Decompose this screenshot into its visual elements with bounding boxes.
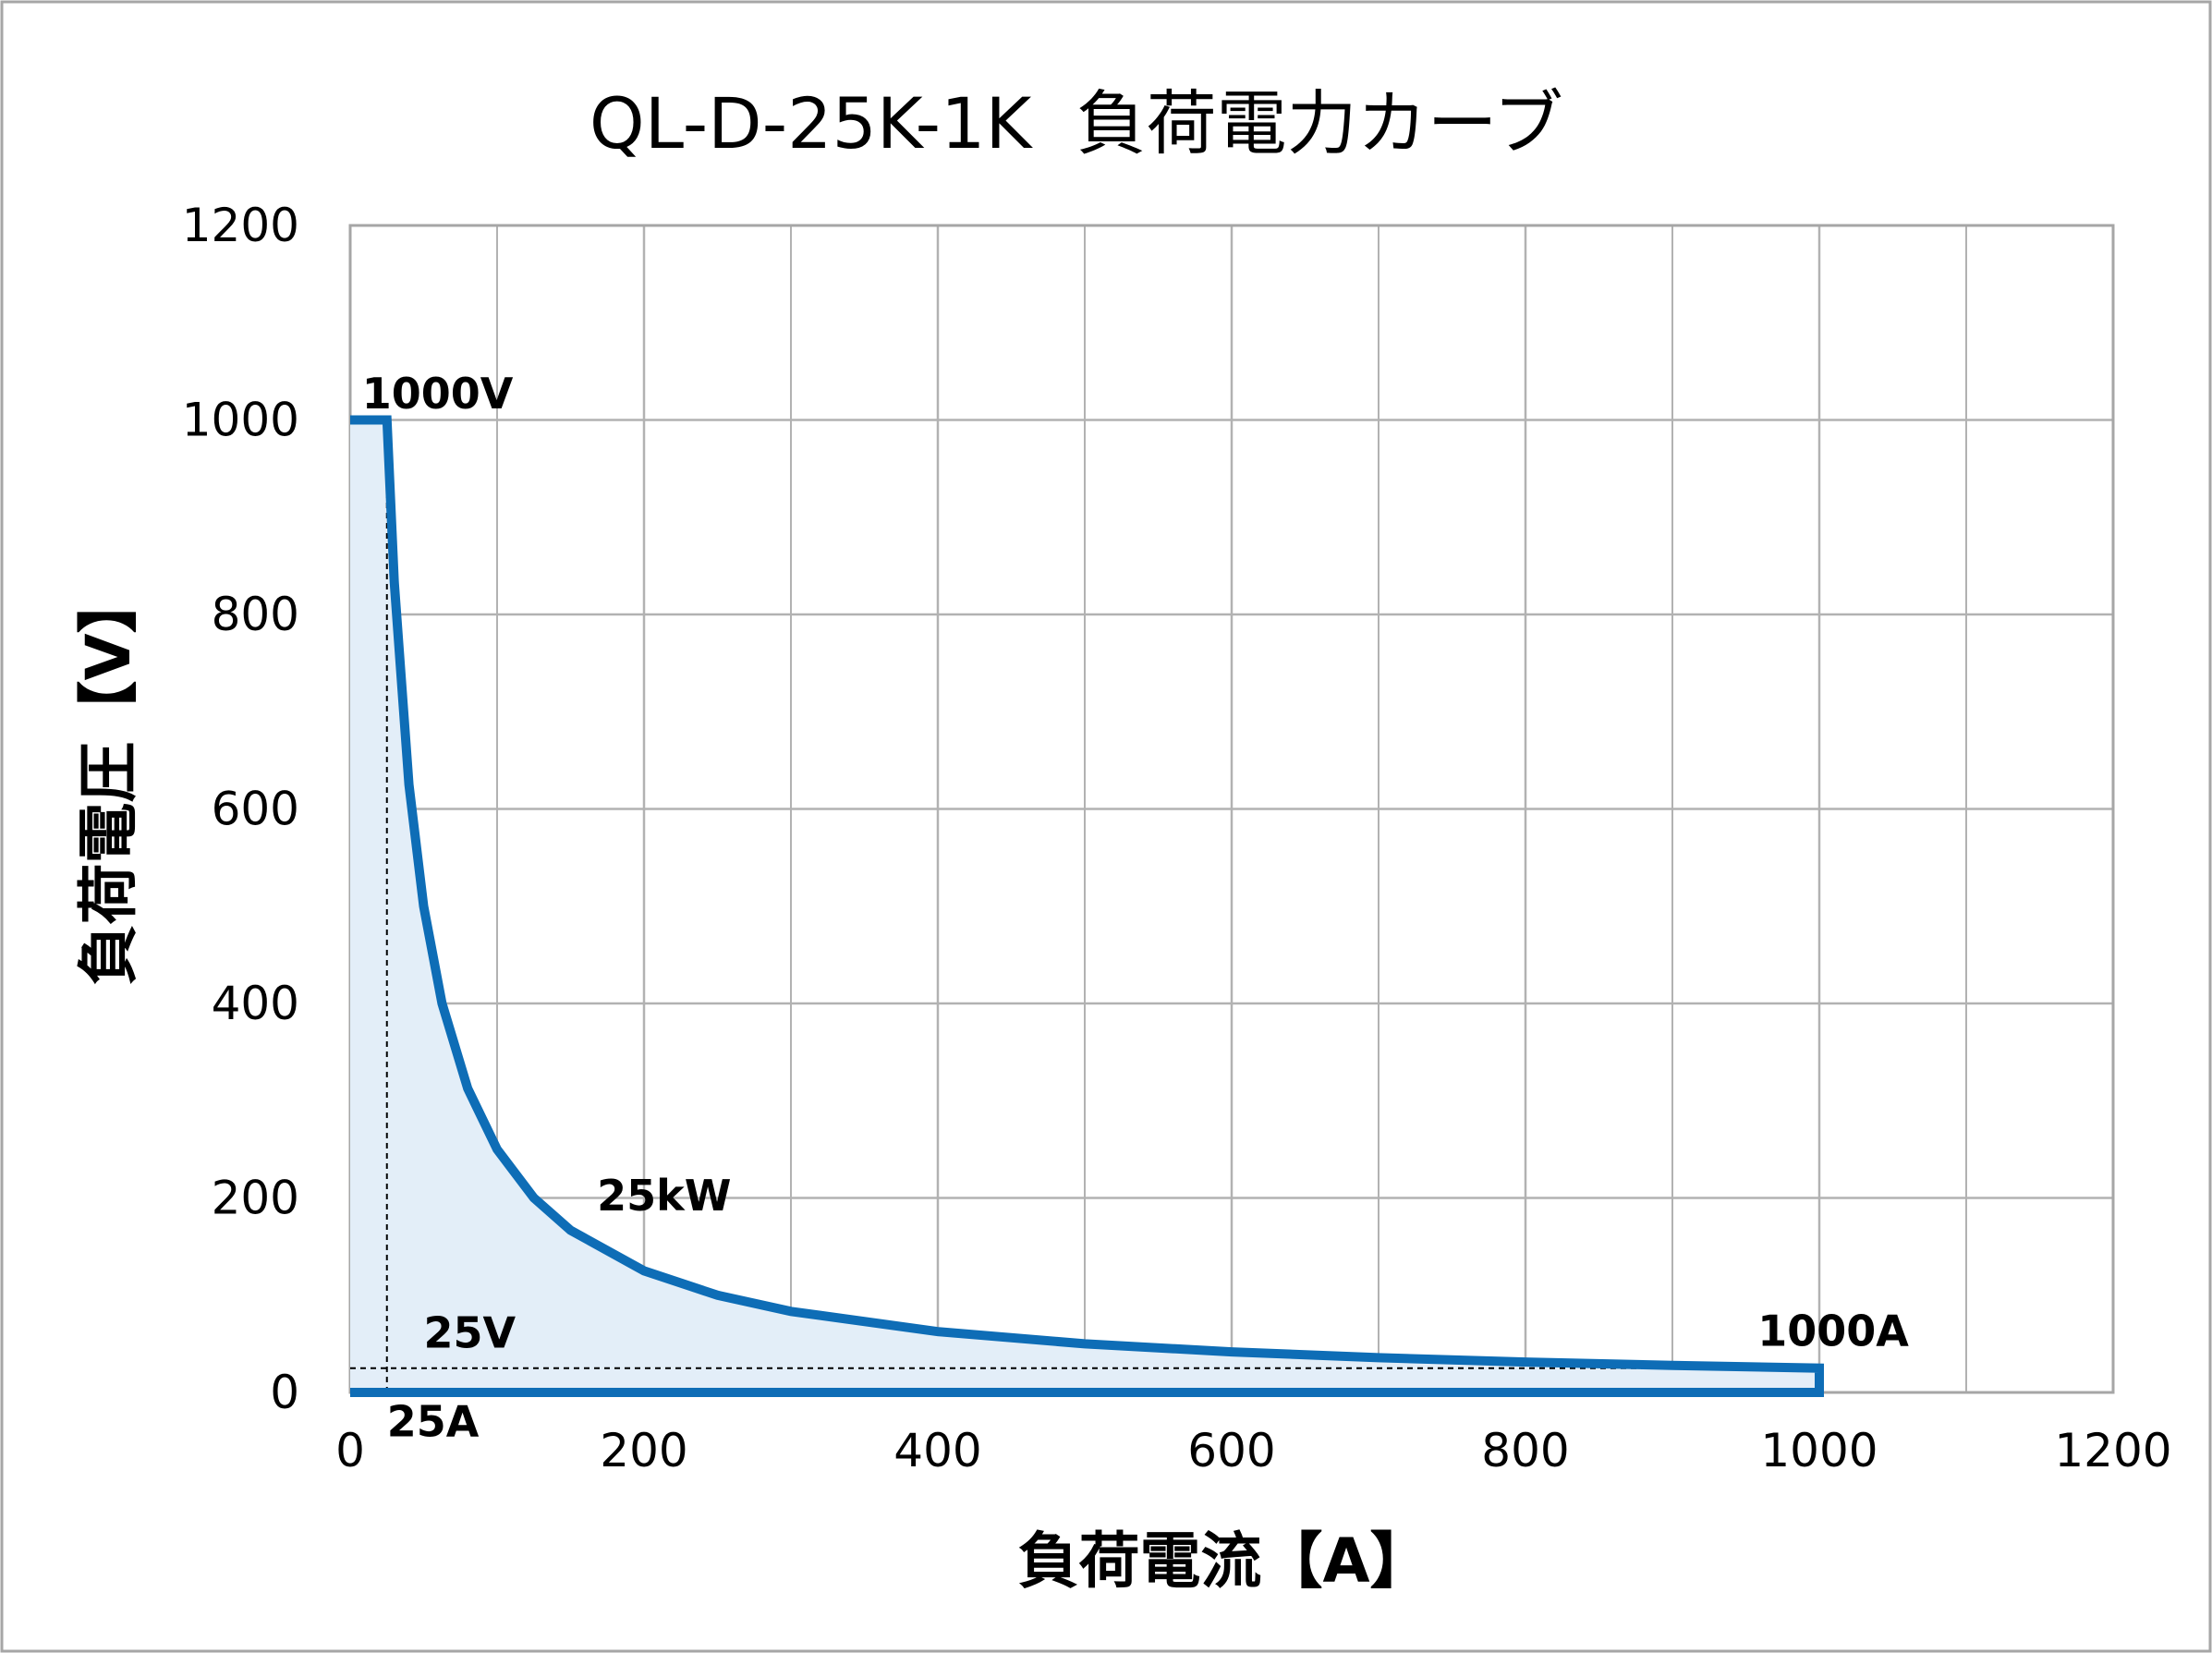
x-tick-label: 1000 — [1760, 1424, 1878, 1477]
x-tick-label: 600 — [1187, 1424, 1275, 1477]
y-tick-label: 0 — [270, 1366, 299, 1419]
annotation-label: 25A — [387, 1396, 480, 1446]
x-tick-label: 800 — [1481, 1424, 1569, 1477]
y-tick-label: 200 — [212, 1172, 299, 1225]
y-tick-label: 1000 — [182, 394, 299, 447]
y-tick-label: 800 — [212, 588, 299, 641]
x-axis-label: 負荷電流【A】 — [1017, 1525, 1430, 1597]
x-tick-label: 1200 — [2054, 1424, 2171, 1477]
line-layer — [350, 415, 1824, 1397]
y-tick-label: 600 — [212, 783, 299, 836]
annotation-label: 1000A — [1757, 1306, 1909, 1355]
annotations: 1000V 25kW 25V 25A 1000A — [362, 369, 1910, 1446]
series-line-25kw — [350, 415, 1824, 1397]
annotation-label: 25V — [424, 1308, 517, 1358]
annotation-label: 1000V — [362, 369, 514, 419]
x-tick-labels: 0 200 400 600 800 1000 1200 — [335, 1424, 2172, 1477]
x-tick-label: 0 — [335, 1424, 365, 1477]
annotation-label: 25kW — [597, 1171, 731, 1221]
guide-layer — [350, 419, 1819, 1392]
power-area-fill — [350, 419, 1819, 1392]
area-layer — [350, 419, 1819, 1392]
y-tick-labels: 0 200 400 600 800 1000 1200 — [182, 199, 299, 1419]
y-tick-label: 400 — [212, 977, 299, 1030]
y-axis-label: 負荷電圧【V】 — [73, 572, 144, 985]
chart-title: QL-D-25K-1K 負荷電力カーブ — [589, 82, 1563, 164]
x-tick-label: 200 — [600, 1424, 687, 1477]
x-tick-label: 400 — [893, 1424, 981, 1477]
y-tick-label: 1200 — [182, 199, 299, 252]
